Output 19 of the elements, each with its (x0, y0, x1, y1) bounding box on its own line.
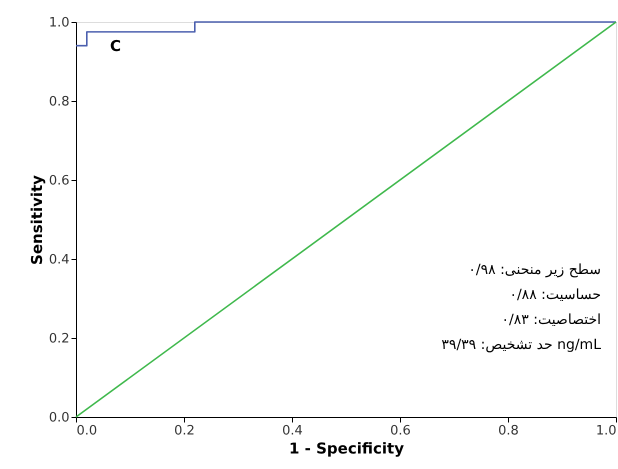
annotation: C (110, 37, 122, 55)
y-tick-label: 0.6 (48, 174, 70, 188)
annotation: سطح زیر منحنی: ۰/۹۸ (468, 262, 601, 278)
x-tick-label: 1.0 (596, 424, 616, 438)
x-tick-label: 0.8 (498, 424, 519, 438)
y-tick-label: 0.4 (48, 252, 70, 268)
y-axis-title: Sensitivity (28, 174, 46, 265)
y-tick-label: 0.2 (48, 332, 70, 346)
y-tick-label: 0.0 (48, 410, 70, 426)
annotation: اختصاصیت: ۰/۸۳ (502, 312, 601, 328)
x-tick-label: 0.6 (390, 424, 411, 438)
x-tick-label: 0.4 (282, 424, 303, 438)
annotation: حساسیت: ۰/۸۸ (509, 287, 601, 303)
x-tick-label: 0.0 (76, 424, 98, 438)
y-tick-label: 0.8 (48, 94, 70, 110)
x-tick-label: 0.2 (174, 424, 195, 438)
x-axis-title: 1 - Specificity (289, 440, 404, 458)
y-tick-label: 1.0 (48, 16, 70, 30)
annotation: حد تشخیص: ۳۹/۳۹ ng/mL (441, 337, 602, 353)
